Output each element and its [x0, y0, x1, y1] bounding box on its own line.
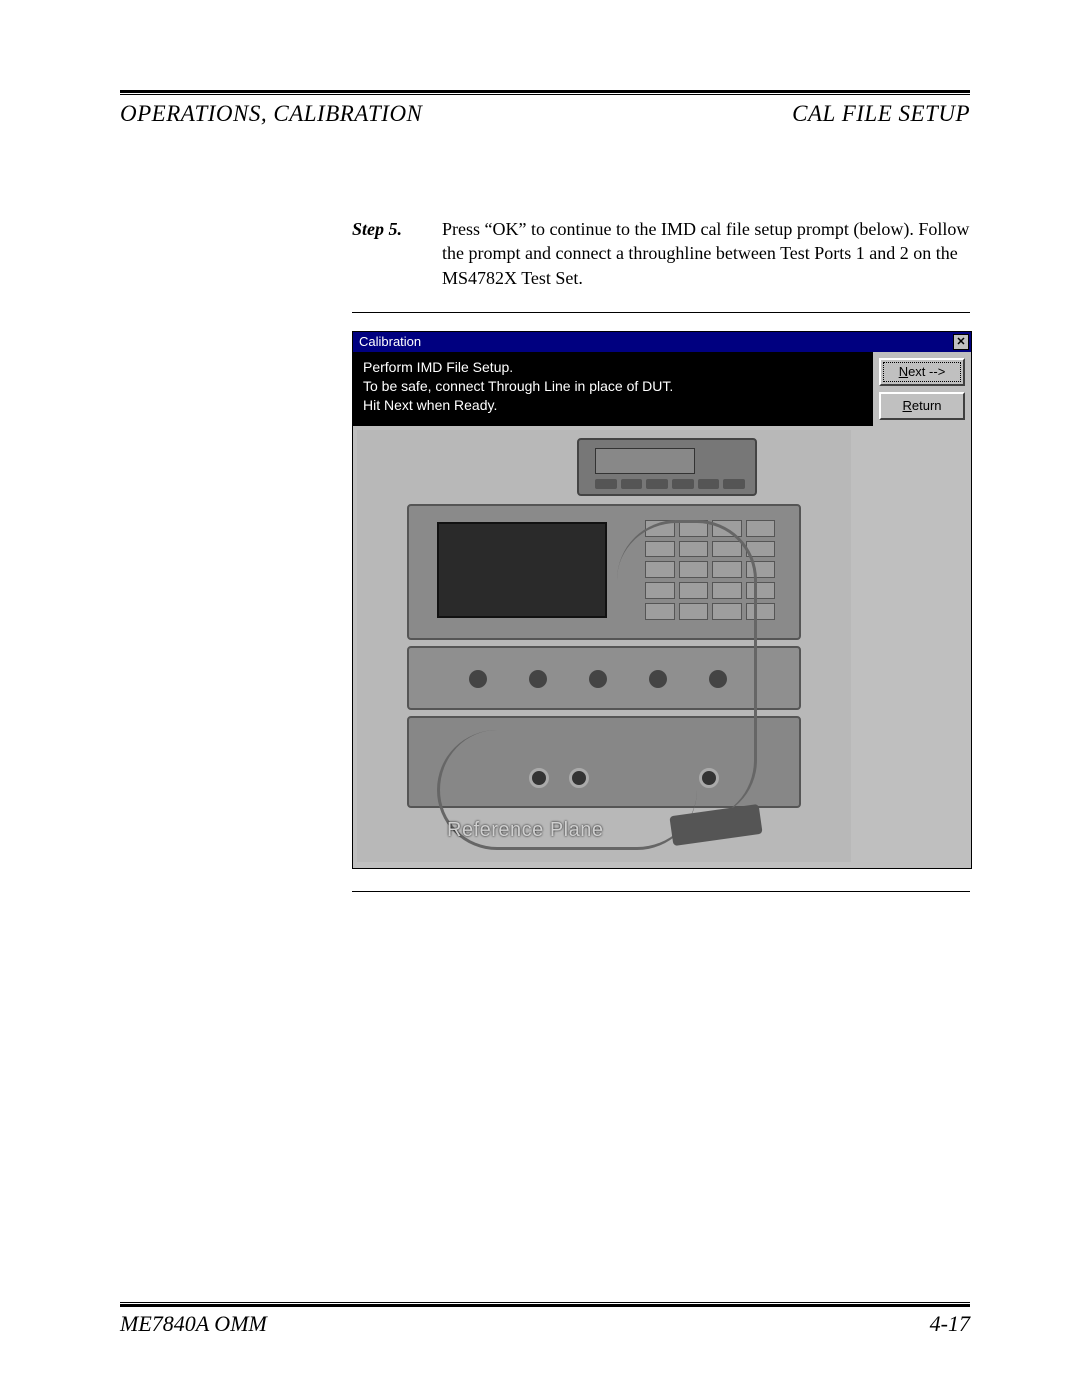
- meter-lcd: [595, 448, 695, 474]
- header-left: OPERATIONS, CALIBRATION: [120, 101, 422, 127]
- dialog-message: Perform IMD File Setup. To be safe, conn…: [353, 352, 873, 426]
- analyzer-screen: [437, 522, 607, 618]
- dialog-message-line2: To be safe, connect Through Line in plac…: [363, 377, 863, 396]
- calibration-dialog: Calibration ✕ Perform IMD File Setup. To…: [352, 331, 972, 869]
- content-column: Step 5. Press “OK” to continue to the IM…: [352, 217, 970, 892]
- port-knob: [529, 670, 547, 688]
- step-label: Step 5.: [352, 217, 442, 290]
- dialog-body: Perform IMD File Setup. To be safe, conn…: [353, 352, 971, 426]
- dialog-message-line1: Perform IMD File Setup.: [363, 358, 863, 377]
- header-right: CAL FILE SETUP: [792, 101, 970, 127]
- next-button[interactable]: Next -->: [879, 358, 965, 386]
- equipment-photo: Reference Plane: [357, 430, 851, 862]
- step-text: Press “OK” to continue to the IMD cal fi…: [442, 217, 970, 290]
- dialog-sidebar: Next --> Return: [873, 352, 971, 426]
- close-icon[interactable]: ✕: [953, 334, 969, 350]
- power-meter: [577, 438, 757, 496]
- page-header: OPERATIONS, CALIBRATION CAL FILE SETUP: [120, 95, 970, 127]
- meter-buttons: [595, 479, 745, 489]
- separator-above-dialog: [352, 312, 970, 313]
- top-rule-thick: [120, 90, 970, 93]
- next-mnemonic: N: [899, 364, 908, 379]
- port-knob: [469, 670, 487, 688]
- dialog-photo-area: Reference Plane: [353, 426, 971, 868]
- footer-left: ME7840A OMM: [120, 1311, 267, 1337]
- port-knob: [589, 670, 607, 688]
- reference-plane-label: Reference Plane: [447, 819, 603, 842]
- return-rest: eturn: [912, 398, 942, 413]
- dialog-message-line3: Hit Next when Ready.: [363, 396, 863, 415]
- step-block: Step 5. Press “OK” to continue to the IM…: [352, 217, 970, 290]
- bottom-rule-thin: [120, 1302, 970, 1303]
- cable: [617, 520, 757, 820]
- return-mnemonic: R: [902, 398, 911, 413]
- footer-right: 4-17: [930, 1311, 970, 1337]
- separator-below-dialog: [352, 891, 970, 892]
- page-footer: ME7840A OMM 4-17: [120, 1302, 970, 1337]
- return-button[interactable]: Return: [879, 392, 965, 420]
- dialog-title: Calibration: [359, 334, 421, 349]
- next-rest: ext -->: [908, 364, 945, 379]
- dialog-titlebar: Calibration ✕: [353, 332, 971, 352]
